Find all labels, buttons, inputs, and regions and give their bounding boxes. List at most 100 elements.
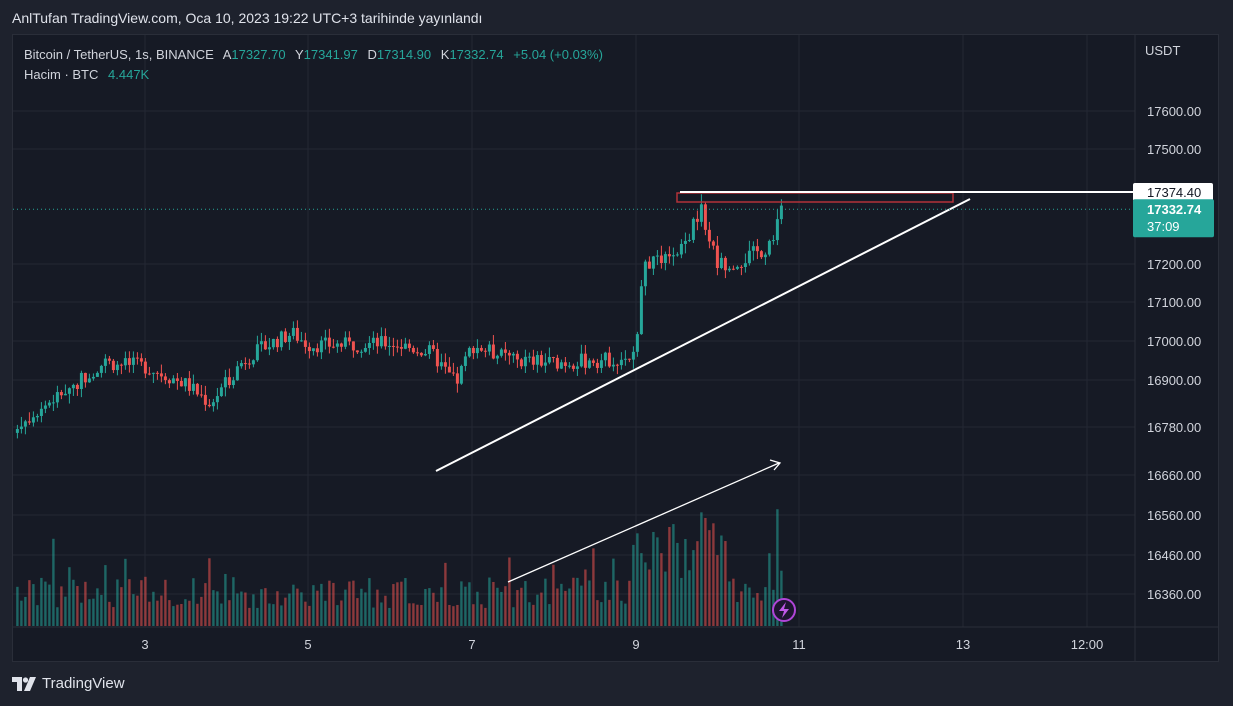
price-tags: 17374.40 17332.74 37:09 xyxy=(1133,183,1214,238)
volume-bar xyxy=(196,603,199,626)
volume-bar xyxy=(728,581,731,626)
candle-body xyxy=(127,358,131,365)
volume-bar xyxy=(288,593,291,626)
candle-body xyxy=(167,380,171,384)
candle-body xyxy=(259,341,263,345)
candle-body xyxy=(207,404,211,407)
volume-bar xyxy=(280,605,283,626)
candle-body xyxy=(543,362,547,366)
candle-body xyxy=(171,378,175,384)
candle-body xyxy=(215,396,219,403)
volume-bar xyxy=(380,602,383,626)
price-axis[interactable]: 17600.00 17500.00 17200.00 17100.00 17000.00… xyxy=(1147,104,1201,602)
candle-body xyxy=(427,345,431,354)
candle-body xyxy=(103,358,107,366)
candle-body xyxy=(303,340,307,347)
candle-body xyxy=(759,251,763,258)
volume-label[interactable]: Hacim · BTC xyxy=(24,67,99,82)
volume-bar xyxy=(92,598,95,626)
volume-bar xyxy=(644,562,647,626)
change-value: +5.04 (+0.03%) xyxy=(513,47,603,62)
currency-unit[interactable]: USDT xyxy=(1145,43,1181,58)
candle-body xyxy=(555,357,559,369)
drawings[interactable] xyxy=(13,191,1135,583)
volume-bar xyxy=(408,603,411,626)
candle-body xyxy=(391,345,395,347)
candle-body xyxy=(31,417,35,423)
volume-bar xyxy=(760,600,763,626)
candle-body xyxy=(459,365,463,384)
candle-body xyxy=(667,254,671,257)
volume-bar xyxy=(24,596,27,626)
x-tick-label: 13 xyxy=(956,637,970,652)
volume-bar xyxy=(204,583,207,626)
volume-bar xyxy=(260,589,263,626)
volume-bar xyxy=(232,577,235,626)
candle-body xyxy=(343,337,347,347)
candle-body xyxy=(331,346,335,348)
chart-frame[interactable] xyxy=(12,34,1219,662)
candle-body xyxy=(511,353,515,356)
volume-bar xyxy=(628,580,631,626)
candle-body xyxy=(603,352,607,361)
arrow-head xyxy=(769,459,782,471)
volume-bar xyxy=(740,591,743,626)
y-tick-label: 16560.00 xyxy=(1147,508,1201,523)
brand-name: TradingView xyxy=(42,675,125,692)
volume-bar xyxy=(756,593,759,626)
volume-bar xyxy=(116,579,119,626)
candle-body xyxy=(87,378,91,383)
volume-bar xyxy=(292,584,295,626)
candle-body xyxy=(719,257,723,268)
symbol-title[interactable]: Bitcoin / TetherUS, 1s, BINANCE xyxy=(24,47,214,62)
volume-bar xyxy=(372,607,375,626)
volume-bar xyxy=(128,579,131,626)
volume-bar xyxy=(388,607,391,626)
candle-body xyxy=(191,383,195,391)
candle-body xyxy=(39,408,43,416)
volume-bar xyxy=(164,579,167,626)
candle-body xyxy=(379,336,383,347)
candle-body xyxy=(451,372,455,374)
candle-body xyxy=(535,355,539,365)
volume-bar xyxy=(700,512,703,626)
volume-bar xyxy=(316,590,319,626)
candle-body xyxy=(723,257,727,271)
volume-bar xyxy=(236,593,239,626)
candle-body xyxy=(635,334,639,352)
volume-bar xyxy=(320,583,323,626)
candle-body xyxy=(35,415,39,418)
candle-body xyxy=(335,343,339,347)
candle-body xyxy=(319,340,323,353)
x-tick-label: 7 xyxy=(468,637,475,652)
volume-bar xyxy=(20,600,23,626)
candle-body xyxy=(531,356,535,365)
candle-body xyxy=(651,256,655,269)
candle-body xyxy=(111,360,115,371)
volume-bar xyxy=(416,604,419,626)
candle-body xyxy=(775,219,779,241)
candle-body xyxy=(59,392,63,396)
candle-body xyxy=(731,268,735,270)
y-tick-label: 17500.00 xyxy=(1147,142,1201,157)
volume-bar xyxy=(532,604,535,626)
volume-bar xyxy=(140,580,143,626)
x-tick-label: 5 xyxy=(304,637,311,652)
volume-bar xyxy=(484,607,487,626)
candle-body xyxy=(623,358,627,360)
candle-body xyxy=(539,355,543,366)
candle-body xyxy=(195,383,199,395)
lightning-icon[interactable] xyxy=(772,598,796,622)
candle-body xyxy=(147,373,151,375)
footer-brand[interactable]: TradingView xyxy=(12,675,125,692)
time-axis[interactable]: 3 5 7 9 11 13 12:00 xyxy=(141,637,1103,652)
volume-bar xyxy=(404,578,407,626)
volume-bar xyxy=(604,581,607,626)
candle-body xyxy=(287,335,291,342)
volume-bar xyxy=(344,589,347,626)
candle-body xyxy=(435,348,439,367)
volume-bar xyxy=(72,579,75,626)
candle-body xyxy=(423,353,427,356)
candle-body xyxy=(19,426,23,430)
